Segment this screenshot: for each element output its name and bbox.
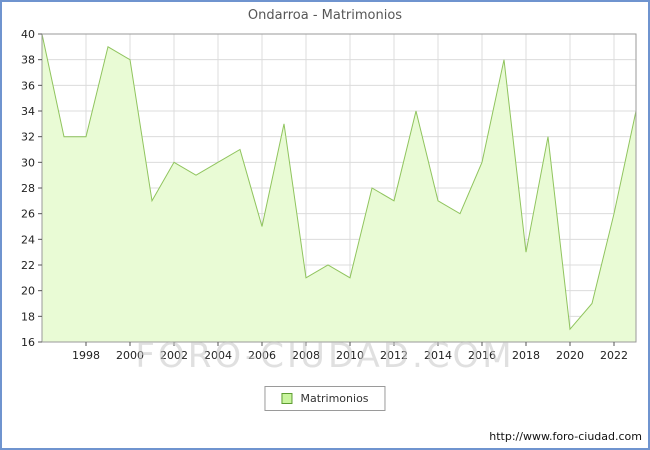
svg-text:2012: 2012 <box>380 349 408 362</box>
svg-text:30: 30 <box>21 156 35 169</box>
svg-text:34: 34 <box>21 105 35 118</box>
legend: Matrimonios <box>264 386 386 411</box>
svg-text:26: 26 <box>21 208 35 221</box>
svg-text:2022: 2022 <box>600 349 628 362</box>
svg-text:18: 18 <box>21 310 35 323</box>
svg-text:36: 36 <box>21 79 35 92</box>
legend-label: Matrimonios <box>300 392 369 405</box>
svg-text:2020: 2020 <box>556 349 584 362</box>
svg-text:2000: 2000 <box>116 349 144 362</box>
chart-title: Ondarroa - Matrimonios <box>247 8 403 23</box>
svg-text:2018: 2018 <box>512 349 540 362</box>
svg-text:2016: 2016 <box>468 349 496 362</box>
legend-swatch-matrimonios <box>281 393 293 404</box>
svg-text:22: 22 <box>21 259 35 272</box>
svg-text:2010: 2010 <box>336 349 364 362</box>
svg-text:2002: 2002 <box>160 349 188 362</box>
svg-text:1998: 1998 <box>72 349 100 362</box>
svg-text:38: 38 <box>21 54 35 67</box>
svg-text:16: 16 <box>21 336 35 349</box>
svg-text:20: 20 <box>21 285 35 298</box>
svg-text:2008: 2008 <box>292 349 320 362</box>
svg-text:40: 40 <box>21 28 35 41</box>
footer-url[interactable]: http://www.foro-ciudad.com <box>489 430 642 443</box>
svg-text:2006: 2006 <box>248 349 276 362</box>
svg-text:28: 28 <box>21 182 35 195</box>
svg-text:2014: 2014 <box>424 349 452 362</box>
svg-text:2004: 2004 <box>204 349 232 362</box>
svg-text:24: 24 <box>21 233 35 246</box>
svg-text:32: 32 <box>21 131 35 144</box>
